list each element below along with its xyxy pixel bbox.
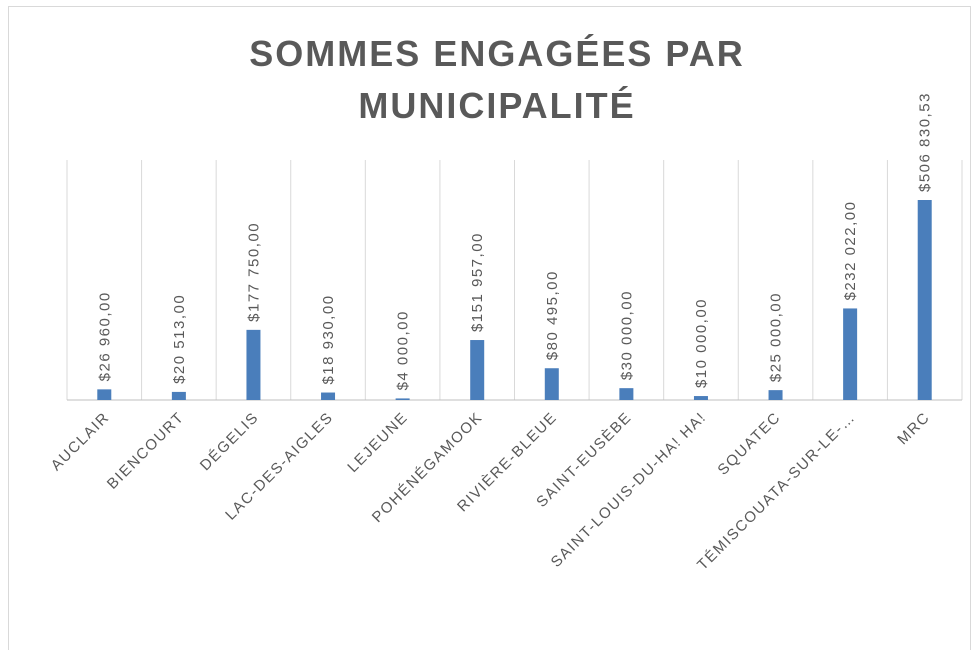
data-label: $18 930,00 [320, 294, 337, 384]
data-label: $25 000,00 [768, 292, 785, 382]
bar [768, 390, 783, 400]
data-label: $232 022,00 [842, 201, 859, 301]
bar [693, 396, 708, 400]
data-label: $20 513,00 [171, 294, 188, 384]
x-tick-label: AUCLAIR [48, 409, 113, 474]
data-label: $151 957,00 [469, 232, 486, 332]
bar [97, 389, 112, 400]
bar [619, 388, 634, 400]
x-tick-label: BIENCOURT [104, 409, 188, 493]
bar [917, 200, 932, 400]
data-label: $30 000,00 [618, 290, 635, 380]
bar [395, 398, 410, 400]
data-label: $4 000,00 [395, 310, 412, 390]
x-tick-label: MRC [894, 409, 933, 448]
x-tick-label: TÉMISCOUATA-SUR-LE-… [694, 409, 859, 574]
chart-title: SOMMES ENGAGÉES PAR MUNICIPALITÉ [249, 33, 745, 126]
data-label: $177 750,00 [245, 222, 262, 322]
data-label: $26 960,00 [96, 291, 113, 381]
bar [544, 368, 559, 400]
x-tick-label: LEJEUNE [344, 409, 411, 476]
data-label: $10 000,00 [693, 298, 710, 388]
x-tick-label: SQUATEC [714, 409, 784, 479]
bar [470, 340, 485, 400]
x-tick-label: DÉGELIS [197, 409, 262, 474]
data-label: $506 830,53 [917, 92, 934, 192]
bar [246, 329, 261, 400]
x-tick-label: SAINT-LOUIS-DU-HA! HA! [548, 409, 710, 571]
data-label: $80 495,00 [544, 270, 561, 360]
bar [321, 392, 336, 400]
chart-frame [8, 6, 971, 650]
bar [843, 308, 858, 400]
bar [171, 391, 186, 400]
